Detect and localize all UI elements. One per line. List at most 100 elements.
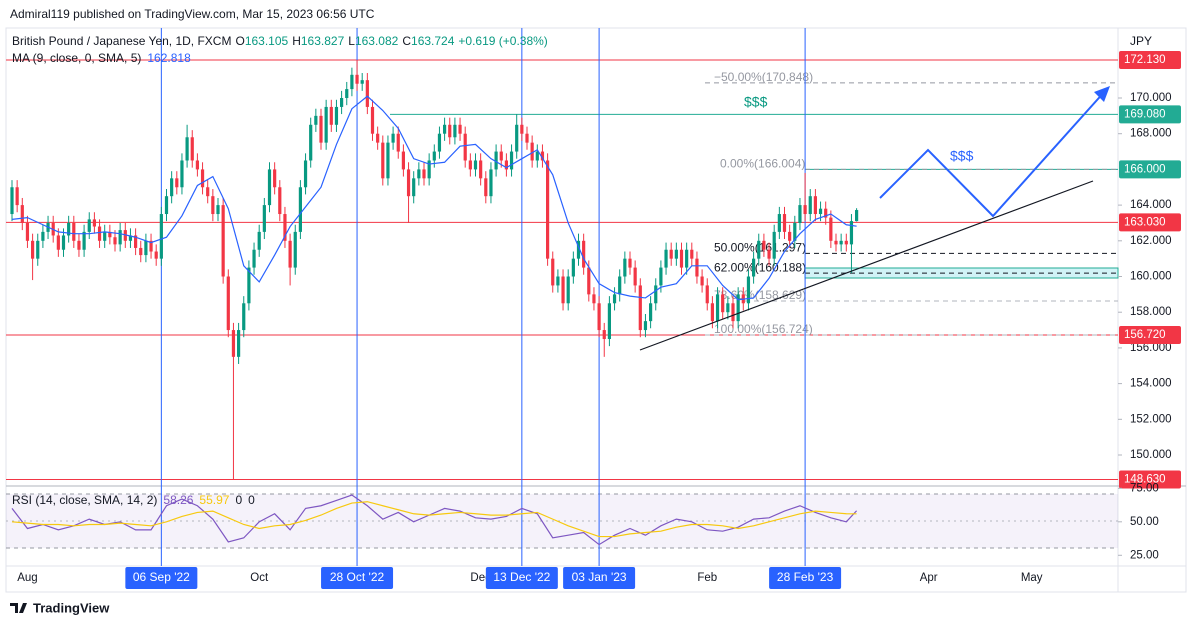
candle-body [175, 178, 179, 188]
candle-body [659, 267, 663, 286]
candle-body [278, 187, 282, 215]
candle-body [422, 169, 426, 179]
candle-body [113, 237, 117, 245]
candle-body [97, 226, 102, 241]
candle-body [309, 124, 313, 161]
fib-label: 0.00%(166.004) [720, 157, 805, 171]
candle-body [767, 249, 771, 259]
level-box [1119, 50, 1181, 69]
brand: TradingView [33, 600, 110, 615]
candle-body [154, 251, 158, 259]
candle-body [489, 169, 493, 197]
candle-body [654, 285, 658, 304]
candle-body [762, 240, 766, 250]
candle-body [499, 151, 503, 161]
candle-body [679, 249, 684, 268]
candle-body [314, 115, 318, 125]
candle-body [360, 80, 364, 84]
rsi-title: RSI (14, close, SMA, 14, 2) [12, 493, 157, 507]
candle-body [200, 169, 205, 188]
candle-body [824, 208, 828, 218]
candle-body [365, 80, 369, 107]
annotation: $$$ [744, 94, 768, 110]
ohlc-value: 163.724 [411, 34, 455, 48]
candle-body [643, 321, 648, 331]
candle-body [463, 133, 467, 161]
level-box [1119, 105, 1181, 124]
rsi-ma-value: 55.97 [199, 493, 229, 507]
level-label: 148.630 [1124, 473, 1166, 485]
marker-label: 28 Oct '22 [330, 570, 385, 584]
candle-body [638, 285, 642, 331]
candle-body [170, 178, 174, 197]
candle-body [788, 231, 792, 241]
candle-body [592, 294, 596, 304]
candle-body [793, 222, 797, 241]
candle-body [757, 240, 761, 259]
candle-body [298, 187, 302, 232]
marker-box [125, 567, 198, 589]
candle-body [257, 231, 261, 250]
candle-body [834, 240, 838, 245]
candle-body [417, 169, 421, 179]
candle-body [700, 276, 704, 286]
y-tick-label: 158.000 [1130, 306, 1172, 318]
candle-body [448, 124, 452, 138]
marker-box [563, 567, 636, 589]
candle-body [15, 187, 19, 206]
level-box [1119, 160, 1181, 179]
rsi-line [11, 494, 858, 546]
candle-body [226, 276, 230, 331]
candle-body [468, 160, 472, 170]
candle-body [437, 133, 442, 152]
candle-body [803, 205, 807, 215]
y-tick-label: 162.000 [1130, 235, 1172, 247]
candle-body [288, 240, 292, 268]
candle-body [36, 240, 40, 259]
candle-body [685, 249, 689, 268]
currency: JPY [1130, 34, 1152, 48]
candle-body [334, 106, 339, 125]
marker-label: 28 Feb '23 [777, 570, 834, 584]
candle-body [72, 222, 76, 241]
rsi-extra: 0 [248, 493, 255, 507]
candle-body [777, 214, 781, 232]
candle-body [839, 240, 843, 245]
candle-body [649, 303, 653, 322]
candle-body [237, 330, 241, 357]
level-label: 156.720 [1124, 329, 1166, 341]
candle-body [164, 196, 169, 215]
ma-title: MA (9, close, 0, SMA, 5) [12, 51, 141, 65]
candle-body [412, 178, 416, 197]
candle-body [82, 231, 86, 250]
candle-body [134, 235, 138, 248]
symbol-line: British Pound / Japanese Yen, 1D, FXCM O1… [12, 34, 548, 48]
candle-body [695, 258, 699, 277]
candle-body [623, 258, 627, 277]
candle-body [252, 249, 256, 268]
candle-body [303, 160, 308, 188]
candle-body [736, 294, 740, 322]
candle-body [551, 258, 555, 286]
candle-body [540, 151, 545, 161]
candle-body [443, 124, 447, 134]
candle-body [612, 294, 617, 304]
candle-body [324, 106, 328, 143]
candle-body [211, 196, 215, 215]
candle-body [190, 137, 194, 161]
candle-body [87, 219, 91, 232]
candle-body [587, 267, 591, 295]
candle-body [710, 303, 714, 322]
candle-body [473, 160, 478, 170]
candle-body [56, 235, 60, 250]
candle-body [31, 240, 35, 259]
plot-layer: 150.000 152.000 154.000 156.000 158.000 160.0… [6, 28, 1181, 566]
change: +0.619 (+0.38%) [458, 34, 547, 48]
candle-body [484, 178, 488, 197]
trend-line [639, 180, 1094, 351]
symbol-title: British Pound / Japanese Yen, 1D, FXCM [12, 34, 231, 48]
candle-body [731, 303, 735, 322]
candle-body [813, 196, 817, 215]
candle-body [849, 221, 854, 245]
rsi-line [11, 501, 857, 538]
